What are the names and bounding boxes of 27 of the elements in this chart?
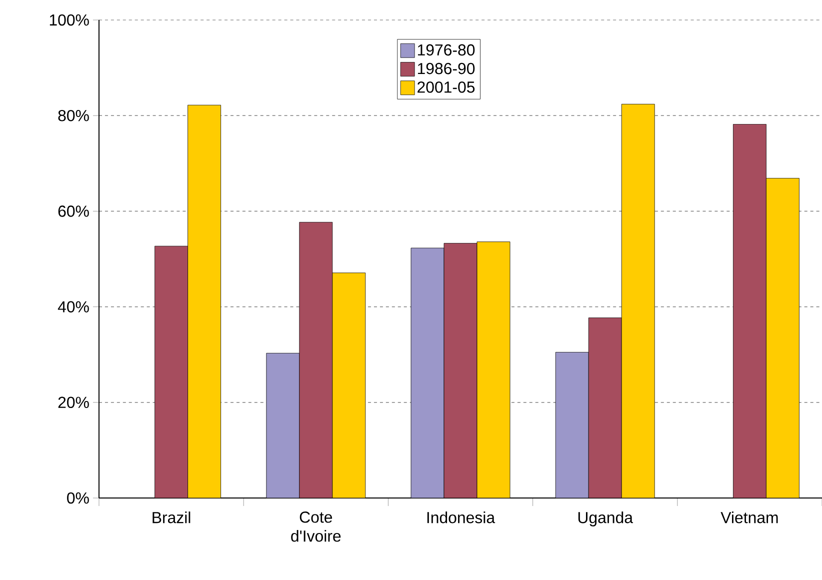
bar bbox=[476, 242, 510, 498]
legend-label: 1976-80 bbox=[418, 44, 475, 56]
y-tick-label: 60% bbox=[58, 206, 89, 217]
legend-label: 2001-05 bbox=[418, 82, 475, 93]
bar bbox=[332, 272, 366, 498]
y-tick-label: 0% bbox=[67, 492, 89, 504]
bar bbox=[733, 124, 766, 498]
y-tick-label: 80% bbox=[58, 110, 89, 122]
bar bbox=[444, 243, 478, 498]
x-tick-label: Vietnam bbox=[720, 512, 778, 524]
bar bbox=[766, 178, 800, 498]
y-tick-label: 100% bbox=[50, 14, 89, 26]
legend-label: 1986-90 bbox=[418, 62, 475, 74]
y-tick-label: 20% bbox=[58, 396, 89, 408]
bar bbox=[621, 104, 655, 498]
x-tick-label: Uganda bbox=[578, 512, 634, 526]
bar bbox=[266, 352, 300, 498]
x-tick-label: Cote d'Ivoire bbox=[291, 512, 341, 542]
y-tick-label: 40% bbox=[58, 301, 89, 312]
bar bbox=[410, 248, 444, 498]
bar bbox=[555, 352, 589, 498]
bar bbox=[188, 104, 221, 498]
bar bbox=[299, 222, 333, 498]
x-tick-label: Brazil bbox=[152, 512, 190, 524]
x-tick-label: Indonesia bbox=[427, 512, 496, 524]
bar bbox=[588, 318, 622, 498]
bar bbox=[154, 246, 188, 498]
